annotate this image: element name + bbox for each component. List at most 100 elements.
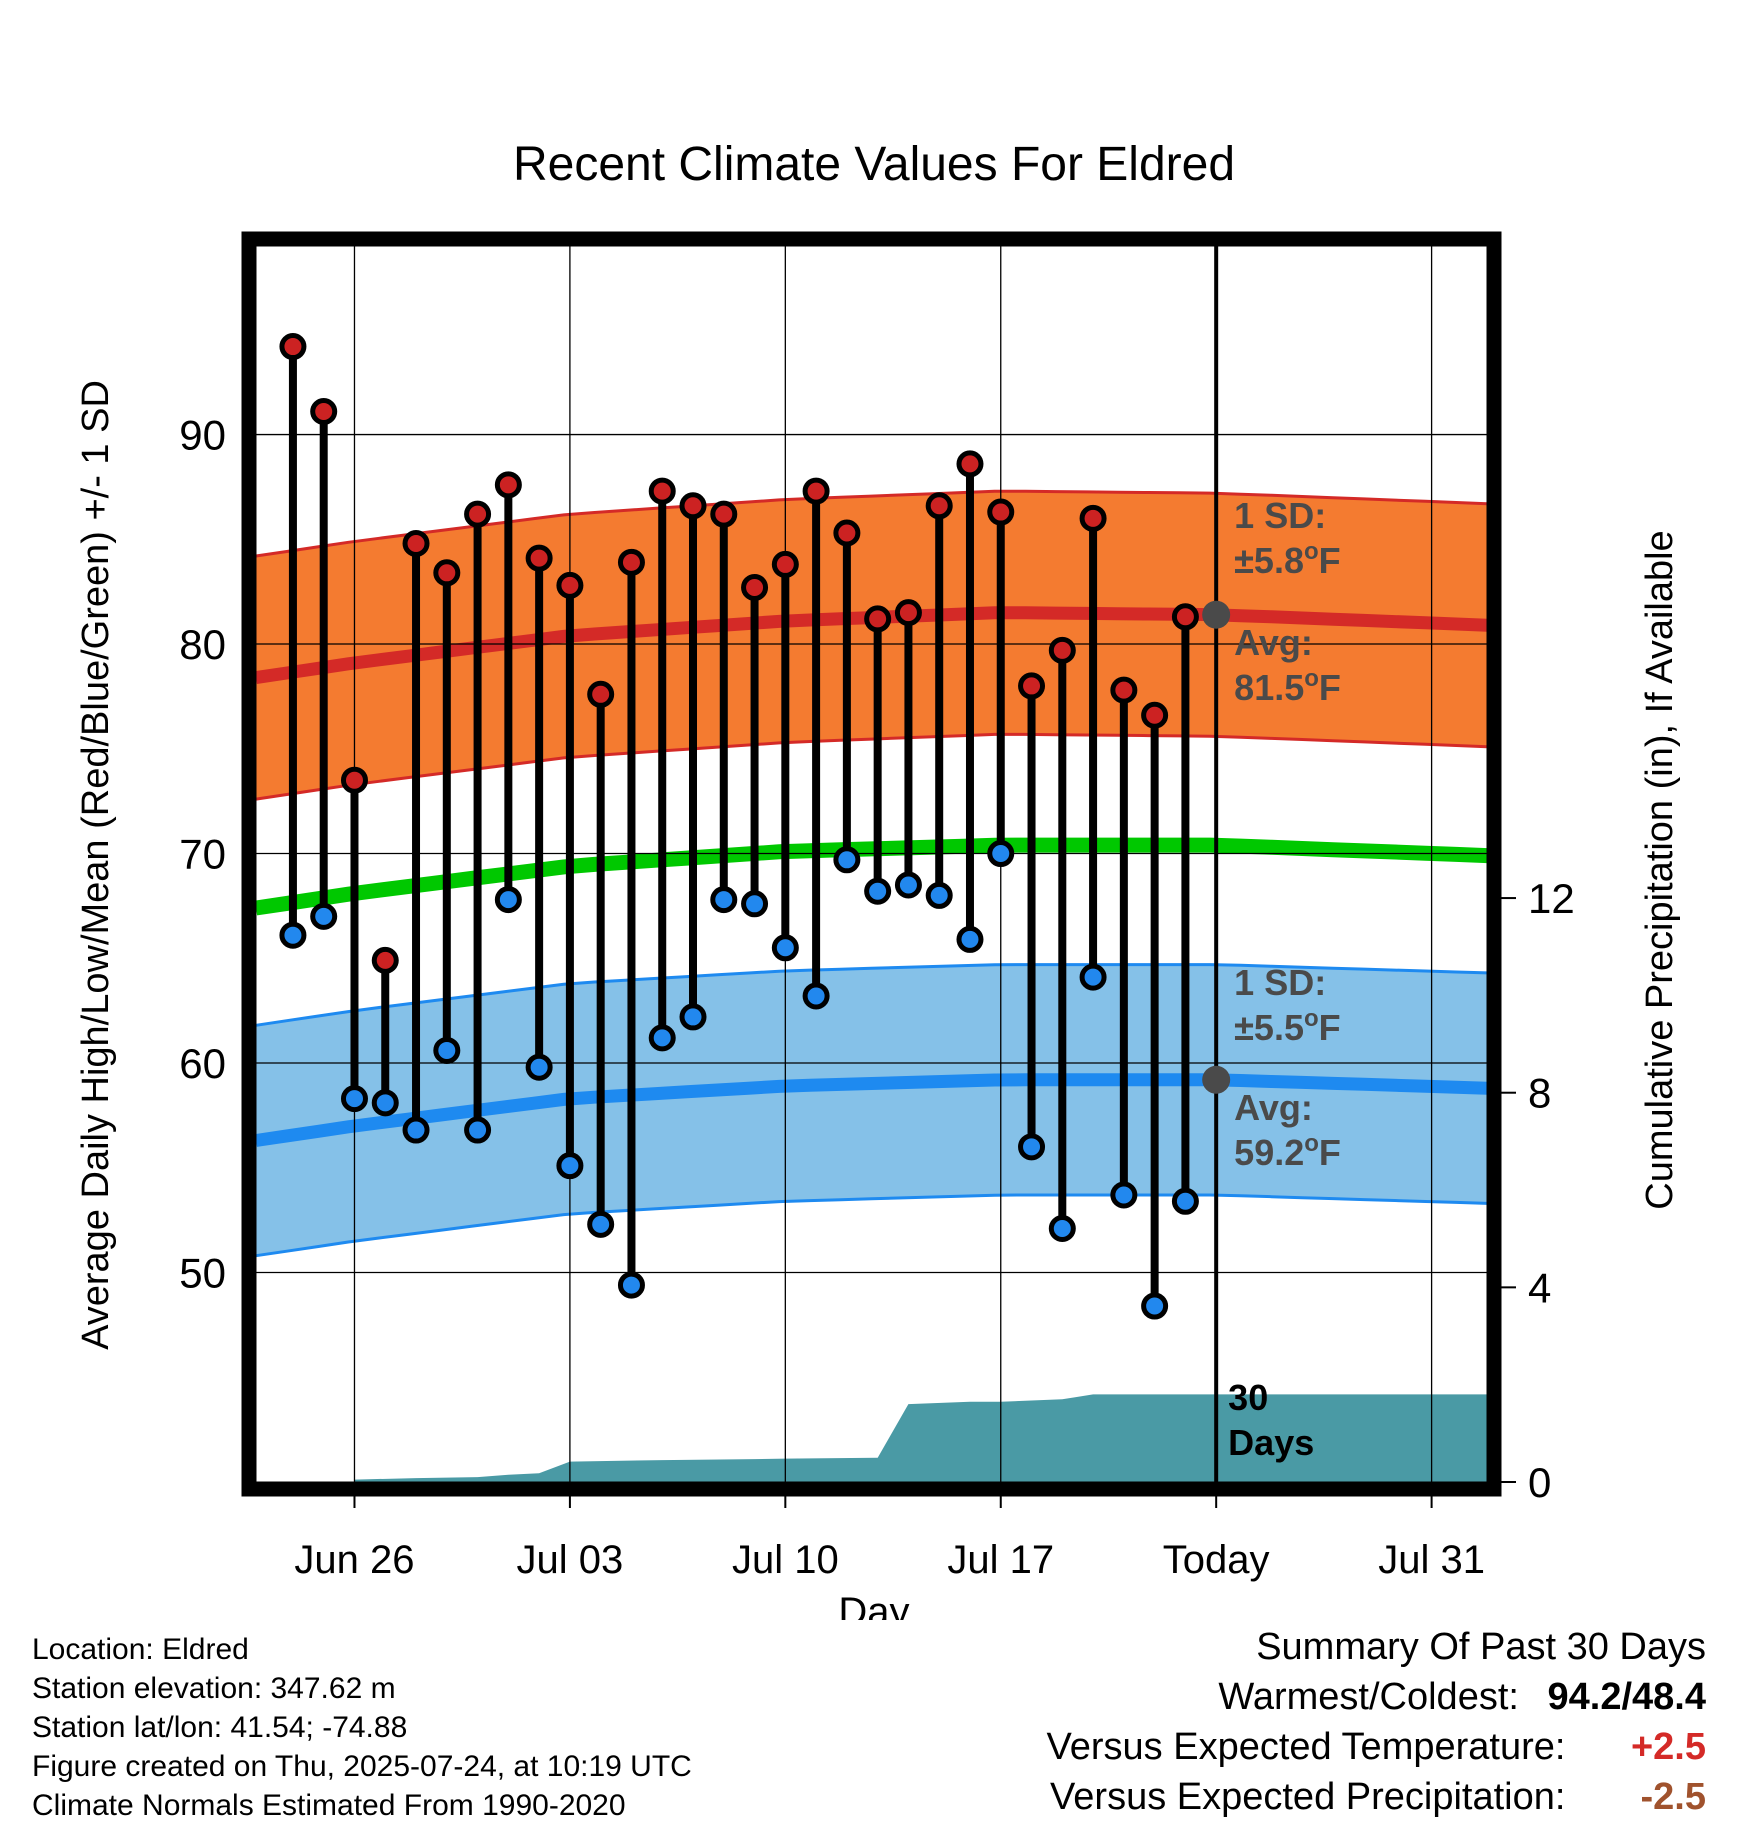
low-point	[1018, 1133, 1046, 1161]
high-point	[464, 500, 492, 528]
high-sd-lower-edge	[255, 732, 1488, 801]
high-point	[1110, 676, 1138, 704]
precip-anomaly-label: Versus Expected Precipitation:	[1050, 1776, 1566, 1818]
y-tick-label: 80	[179, 621, 226, 668]
high-avg-annotation-label: Avg:	[1234, 622, 1313, 663]
low-point	[925, 881, 953, 909]
y2-axis-label: Cumulative Precipitation (in), If Availa…	[1639, 530, 1681, 1209]
mean-avg-line	[254, 837, 1488, 916]
location-text: Location: Eldred	[32, 1633, 249, 1666]
precip-anomaly-row: Versus Expected Precipitation: -2.5	[1047, 1772, 1706, 1822]
low-point	[648, 1024, 676, 1052]
low-avg-annotation-value: 59.2oF	[1234, 1130, 1341, 1173]
x-tick-label: Jul 31	[1378, 1538, 1485, 1582]
high-point	[925, 492, 953, 520]
low-point	[1141, 1292, 1169, 1320]
high-point	[617, 548, 645, 576]
low-sd-annotation-value: ±5.5oF	[1234, 1005, 1340, 1048]
low-point	[340, 1085, 368, 1113]
chart-title: Recent Climate Values For Eldred	[513, 138, 1235, 191]
high-point	[710, 500, 738, 528]
x-tick-label: Jun 26	[294, 1538, 414, 1582]
precip-area	[354, 1394, 1487, 1482]
station-info: Location: Eldred Station elevation: 347.…	[32, 1630, 692, 1825]
latlon-text: Station lat/lon: 41.54; -74.88	[32, 1711, 408, 1744]
low-point	[987, 840, 1015, 868]
low-point	[402, 1116, 430, 1144]
high-point	[741, 573, 769, 601]
x-tick-label: Jul 17	[947, 1538, 1054, 1582]
high-point	[371, 946, 399, 974]
elevation-text: Station elevation: 347.62 m	[32, 1672, 396, 1705]
y-tick-label: 70	[179, 831, 226, 878]
warm-cold-value: 94.2/48.4	[1547, 1676, 1706, 1718]
high-point	[402, 529, 430, 557]
created-text: Figure created on Thu, 2025-07-24, at 10…	[32, 1750, 692, 1783]
high-point	[1171, 603, 1199, 631]
warm-cold-label: Warmest/Coldest:	[1218, 1676, 1519, 1718]
y2-tick-label: 8	[1528, 1070, 1551, 1117]
low-sd-upper-edge	[255, 963, 1488, 1027]
high-sd-annotation-label: 1 SD:	[1234, 495, 1326, 536]
low-point	[1079, 963, 1107, 991]
high-point	[956, 450, 984, 478]
high-point	[1079, 504, 1107, 532]
y-tick-label: 60	[179, 1040, 226, 1087]
warm-cold-row: Warmest/Coldest: 94.2/48.4	[1047, 1672, 1706, 1722]
days-annotation-number: 30	[1228, 1377, 1268, 1418]
climate-chart: Recent Climate Values For Eldred 50 60 70 8…	[75, 138, 1681, 1620]
low-avg-annotation-label: Avg:	[1234, 1087, 1313, 1128]
low-point	[617, 1271, 645, 1299]
high-point	[556, 571, 584, 599]
low-point	[864, 877, 892, 905]
low-sd-lower-edge	[255, 1193, 1488, 1258]
high-point	[864, 605, 892, 633]
low-point	[279, 921, 307, 949]
low-point	[679, 1003, 707, 1031]
high-point	[525, 544, 553, 572]
high-point	[1018, 672, 1046, 700]
high-point	[587, 680, 615, 708]
x-tick-label: Today	[1163, 1538, 1270, 1582]
low-point	[464, 1116, 492, 1144]
low-sd-annotation-label: 1 SD:	[1234, 962, 1326, 1003]
low-point	[1110, 1181, 1138, 1209]
precip-anomaly-value: -2.5	[1640, 1776, 1706, 1818]
low-point	[556, 1152, 584, 1180]
temp-anomaly-row: Versus Expected Temperature: +2.5	[1047, 1722, 1706, 1772]
x-tick-label: Jul 10	[732, 1538, 839, 1582]
high-point	[833, 519, 861, 547]
low-point	[802, 982, 830, 1010]
low-point	[771, 934, 799, 962]
y2-tick-label: 4	[1528, 1264, 1551, 1311]
y-tick-label: 90	[179, 412, 226, 459]
high-point	[1048, 636, 1076, 664]
high-point	[894, 599, 922, 627]
y-tick-label: 50	[179, 1250, 226, 1297]
low-point	[1171, 1187, 1199, 1215]
x-axis-label: Day	[838, 1590, 909, 1620]
low-point	[525, 1053, 553, 1081]
high-point	[494, 471, 522, 499]
low-point	[710, 886, 738, 914]
high-point	[279, 333, 307, 361]
high-point	[679, 492, 707, 520]
high-sd-annotation-value: ±5.8oF	[1234, 538, 1340, 581]
low-point	[741, 890, 769, 918]
high-avg-annotation-value: 81.5oF	[1234, 665, 1341, 708]
high-point	[771, 550, 799, 578]
summary-panel: Summary Of Past 30 Days Warmest/Coldest:…	[1047, 1622, 1706, 1822]
high-sd-band	[256, 491, 1487, 800]
low-point	[833, 846, 861, 874]
low-point	[587, 1210, 615, 1238]
high-point	[433, 559, 461, 587]
high-point	[340, 766, 368, 794]
low-sd-band	[256, 964, 1487, 1256]
normals-text: Climate Normals Estimated From 1990-2020	[32, 1789, 626, 1822]
plot-frame	[241, 231, 1502, 1497]
y2-tick-label: 0	[1528, 1459, 1551, 1506]
y2-tick-label: 12	[1528, 875, 1575, 922]
days-annotation-label: Days	[1228, 1422, 1314, 1463]
high-sd-upper-edge	[255, 489, 1488, 558]
